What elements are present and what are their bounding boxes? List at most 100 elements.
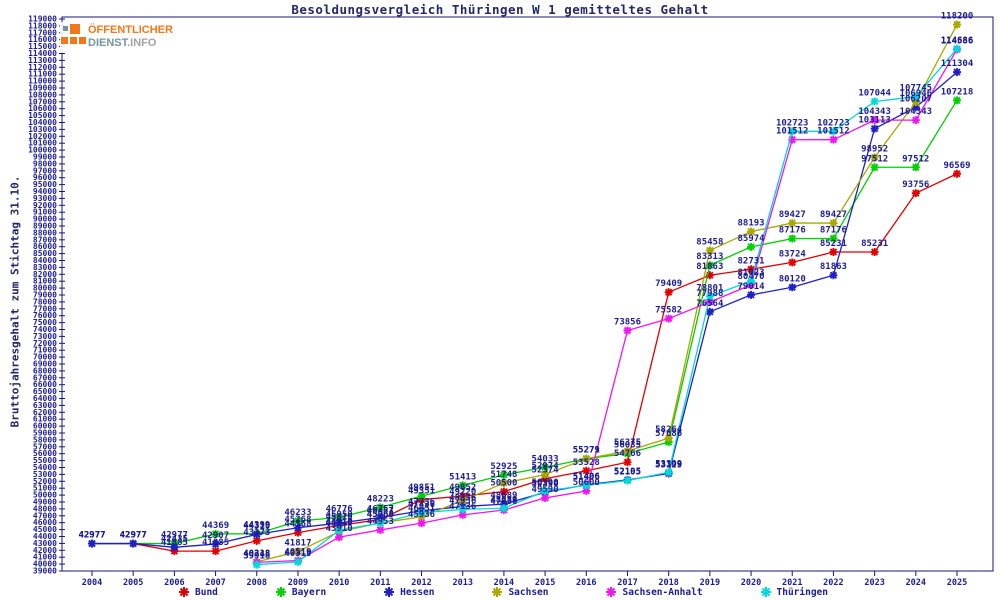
svg-text:56000: 56000 xyxy=(33,449,57,458)
svg-text:74000: 74000 xyxy=(33,325,57,334)
svg-text:40519: 40519 xyxy=(284,548,311,558)
data-point-marker xyxy=(376,503,385,512)
svg-text:50600: 50600 xyxy=(573,478,600,488)
svg-text:115000: 115000 xyxy=(28,42,57,51)
data-point-marker xyxy=(870,153,879,162)
data-point-marker xyxy=(417,492,426,501)
svg-text:103000: 103000 xyxy=(28,125,57,134)
svg-text:45610: 45610 xyxy=(326,512,353,522)
svg-text:42977: 42977 xyxy=(120,531,147,541)
svg-text:104343: 104343 xyxy=(900,107,933,117)
svg-text:2025: 2025 xyxy=(947,578,967,588)
data-point-marker xyxy=(376,519,385,528)
svg-text:118000: 118000 xyxy=(28,21,57,30)
svg-text:46776: 46776 xyxy=(326,504,353,514)
svg-text:61000: 61000 xyxy=(33,415,57,424)
svg-text:2016: 2016 xyxy=(576,578,596,588)
data-point-marker xyxy=(953,68,961,77)
svg-text:42000: 42000 xyxy=(33,546,57,555)
data-point-marker xyxy=(252,560,261,569)
svg-text:59000: 59000 xyxy=(33,429,57,438)
data-point-marker xyxy=(788,234,797,243)
data-point-marker xyxy=(623,476,632,485)
legend-label: Bayern xyxy=(291,586,327,598)
svg-text:39000: 39000 xyxy=(33,567,57,576)
svg-text:41885: 41885 xyxy=(161,538,188,548)
svg-text:85974: 85974 xyxy=(738,234,766,244)
svg-text:42977: 42977 xyxy=(161,531,188,541)
svg-text:56035: 56035 xyxy=(614,440,641,450)
svg-text:53309: 53309 xyxy=(655,459,682,469)
svg-text:40248: 40248 xyxy=(243,549,270,559)
svg-text:117000: 117000 xyxy=(28,28,57,37)
svg-text:42977: 42977 xyxy=(78,531,105,541)
data-point-marker xyxy=(499,470,508,479)
svg-text:95000: 95000 xyxy=(33,180,57,189)
svg-text:2006: 2006 xyxy=(164,578,184,588)
data-point-marker xyxy=(953,44,961,53)
svg-text:43910: 43910 xyxy=(326,524,353,534)
svg-text:45268: 45268 xyxy=(284,515,311,525)
svg-text:104000: 104000 xyxy=(28,118,57,127)
svg-text:77988: 77988 xyxy=(696,289,723,299)
svg-text:86000: 86000 xyxy=(33,242,57,251)
svg-text:42907: 42907 xyxy=(202,531,229,541)
svg-text:91000: 91000 xyxy=(33,208,57,217)
data-point-marker xyxy=(252,536,261,545)
svg-text:97000: 97000 xyxy=(33,166,57,175)
svg-text:2017: 2017 xyxy=(617,578,637,588)
data-point-marker xyxy=(335,533,344,542)
svg-text:67000: 67000 xyxy=(33,373,57,382)
legend-label: Sachsen xyxy=(508,586,549,598)
data-point-marker xyxy=(788,283,797,292)
svg-text:47436: 47436 xyxy=(408,500,435,510)
svg-text:81863: 81863 xyxy=(820,262,847,272)
data-point-marker xyxy=(541,487,550,496)
svg-text:90000: 90000 xyxy=(33,215,57,224)
legend-label: Bund xyxy=(195,586,218,598)
data-point-marker xyxy=(664,434,673,443)
data-point-marker xyxy=(211,547,220,556)
svg-text:43000: 43000 xyxy=(33,539,57,548)
svg-text:40319: 40319 xyxy=(284,549,311,559)
svg-text:80120: 80120 xyxy=(779,274,806,284)
data-point-marker xyxy=(788,127,797,136)
legend-marker-icon xyxy=(760,587,771,597)
data-point-marker xyxy=(705,307,714,316)
logo-block-icon xyxy=(63,26,68,31)
data-point-marker xyxy=(458,510,467,519)
svg-text:101000: 101000 xyxy=(28,139,57,148)
svg-text:44910: 44910 xyxy=(326,517,353,527)
svg-text:114586: 114586 xyxy=(941,36,974,46)
svg-text:75582: 75582 xyxy=(655,306,682,316)
legend-label: Thüringen xyxy=(776,586,828,598)
data-point-marker xyxy=(664,288,673,297)
svg-text:47836: 47836 xyxy=(490,497,517,507)
svg-text:49852: 49852 xyxy=(449,483,476,493)
data-point-marker xyxy=(870,248,879,257)
logo-text-dienst: DIENST xyxy=(88,37,128,49)
legend-label: Sachsen-Anhalt xyxy=(622,586,703,598)
svg-text:96569: 96569 xyxy=(943,161,970,171)
svg-text:44710: 44710 xyxy=(326,519,353,529)
svg-text:47000: 47000 xyxy=(33,511,57,520)
data-point-marker xyxy=(335,526,344,535)
svg-text:54766: 54766 xyxy=(614,449,641,459)
svg-text:2010: 2010 xyxy=(329,578,349,588)
svg-text:82000: 82000 xyxy=(33,270,57,279)
svg-text:46851: 46851 xyxy=(408,504,435,514)
svg-text:55271: 55271 xyxy=(573,446,600,456)
svg-text:118200: 118200 xyxy=(941,12,974,22)
data-point-marker xyxy=(664,468,673,477)
svg-text:93000: 93000 xyxy=(33,194,57,203)
data-point-marker xyxy=(829,135,838,144)
data-point-marker xyxy=(458,505,467,514)
data-point-marker xyxy=(870,97,879,106)
data-point-marker xyxy=(829,219,838,228)
svg-text:54000: 54000 xyxy=(33,463,57,472)
legend-item-thüringen: Thüringen xyxy=(760,586,828,598)
svg-text:106207: 106207 xyxy=(900,94,933,104)
series-bayern xyxy=(88,96,961,548)
svg-text:50000: 50000 xyxy=(33,491,57,500)
svg-text:80470: 80470 xyxy=(738,272,765,282)
